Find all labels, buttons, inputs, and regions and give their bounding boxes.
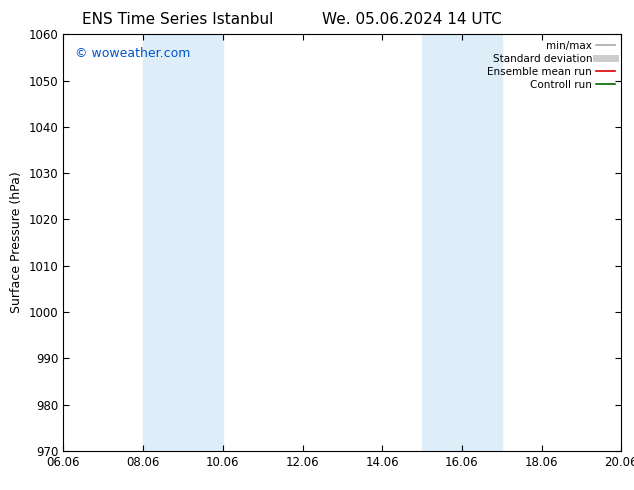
Text: ENS Time Series Istanbul: ENS Time Series Istanbul — [82, 12, 273, 27]
Bar — [143, 34, 223, 451]
Bar — [422, 34, 501, 451]
Text: We. 05.06.2024 14 UTC: We. 05.06.2024 14 UTC — [322, 12, 502, 27]
Y-axis label: Surface Pressure (hPa): Surface Pressure (hPa) — [10, 172, 23, 314]
Legend: min/max, Standard deviation, Ensemble mean run, Controll run: min/max, Standard deviation, Ensemble me… — [483, 36, 619, 94]
Text: © woweather.com: © woweather.com — [75, 47, 190, 60]
